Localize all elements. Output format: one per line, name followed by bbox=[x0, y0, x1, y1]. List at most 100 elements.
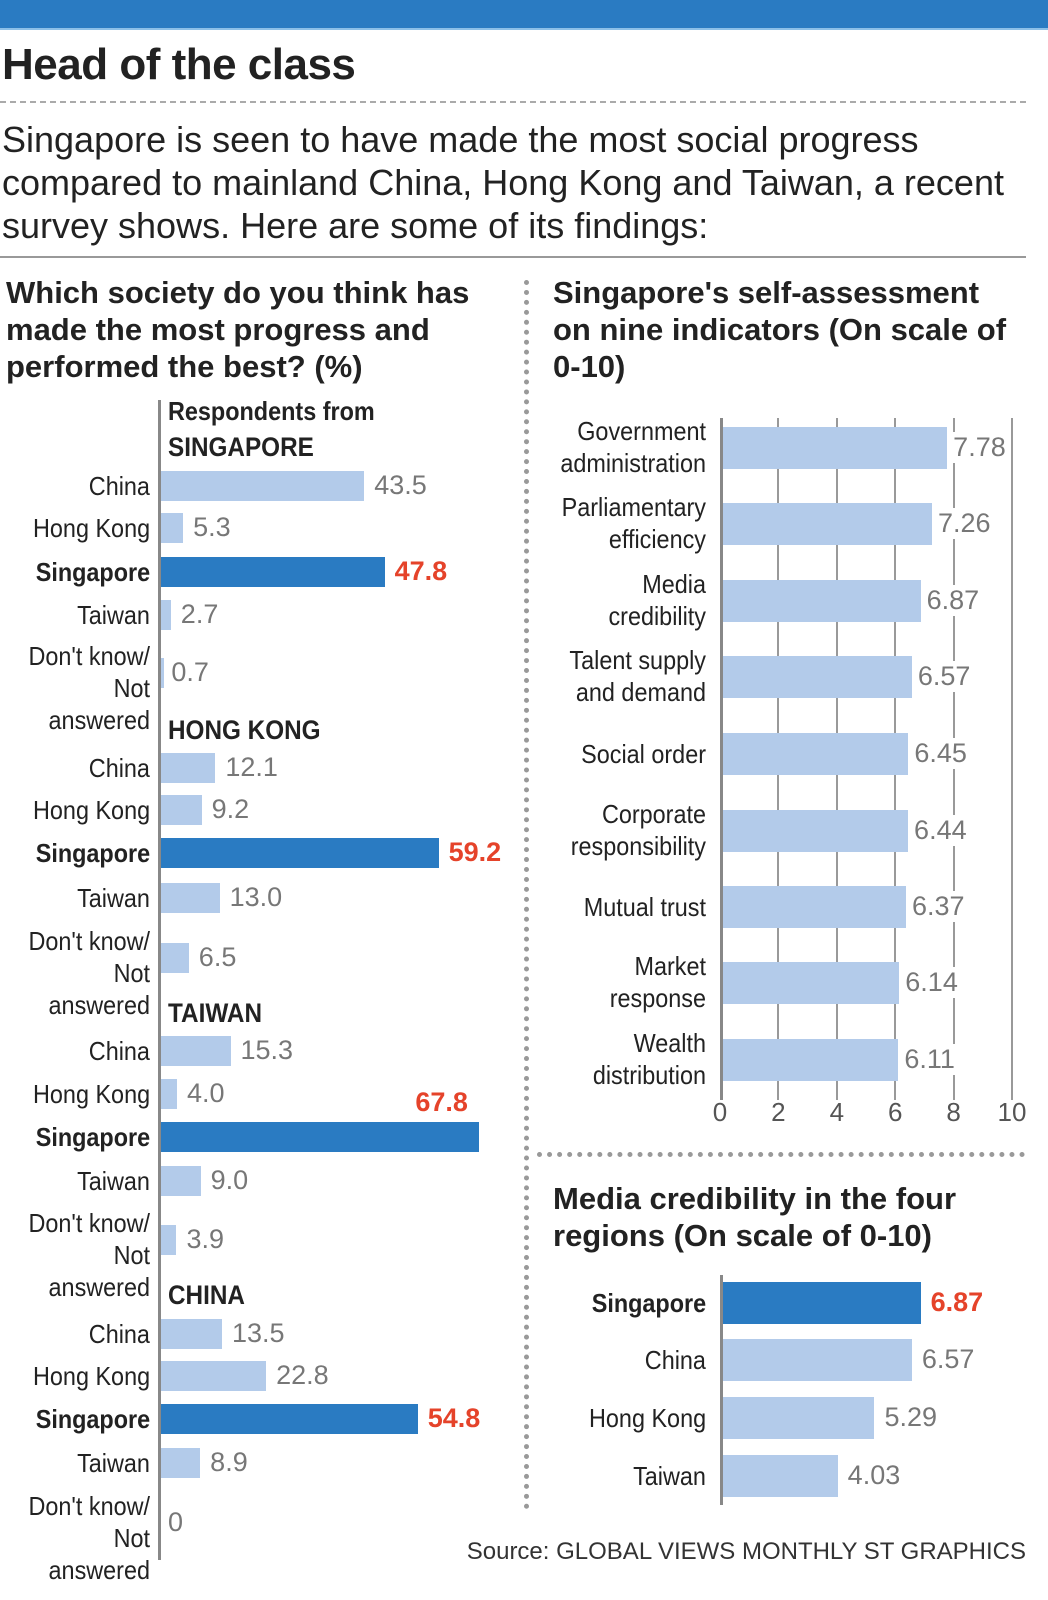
top-banner bbox=[0, 0, 1048, 30]
bar bbox=[161, 1448, 201, 1478]
value-label: 2.7 bbox=[180, 599, 219, 629]
value-label: 8.9 bbox=[210, 1447, 248, 1477]
chart3-title: Media credibility in the four regions (O… bbox=[553, 1181, 957, 1253]
bar bbox=[161, 943, 189, 973]
group-header: HONG KONG bbox=[168, 715, 321, 745]
category-label: Hong Kong bbox=[588, 1403, 706, 1433]
bar bbox=[161, 471, 365, 501]
category-label: Hong Kong bbox=[32, 1361, 150, 1391]
category-label: Don't know/ Not answered bbox=[28, 641, 150, 735]
bar bbox=[161, 1361, 267, 1391]
bar bbox=[161, 1319, 222, 1349]
value-label: 6.57 bbox=[917, 661, 971, 692]
bar bbox=[161, 1404, 418, 1434]
value-label: 6.5 bbox=[198, 942, 237, 972]
value-label: 15.3 bbox=[240, 1035, 294, 1065]
category-label: Taiwan bbox=[77, 1448, 150, 1478]
category-label: Don't know/ Not answered bbox=[28, 926, 150, 1020]
chart1-title: Which society do you think has made the … bbox=[6, 275, 470, 384]
category-label: Singapore bbox=[35, 1122, 150, 1152]
bar bbox=[723, 1397, 875, 1439]
category-label: Singapore bbox=[35, 1404, 150, 1434]
value-label: 9.0 bbox=[210, 1165, 249, 1195]
tick-label: 0 bbox=[712, 1097, 728, 1127]
value-label: 3.9 bbox=[186, 1224, 225, 1254]
bar bbox=[161, 1079, 177, 1109]
category-label: Market response bbox=[609, 951, 706, 1013]
value-label: 6.57 bbox=[921, 1344, 975, 1374]
bar bbox=[723, 733, 909, 775]
horizontal-separator bbox=[537, 1152, 1025, 1157]
gridline bbox=[1011, 418, 1013, 1100]
value-label: 7.78 bbox=[953, 432, 1006, 463]
group-header: TAIWAN bbox=[168, 998, 263, 1028]
category-label: Taiwan bbox=[77, 1166, 150, 1196]
value-label: 13.0 bbox=[229, 882, 283, 912]
bar bbox=[161, 795, 202, 825]
bar bbox=[723, 427, 948, 469]
value-label: 59.2 bbox=[448, 837, 502, 867]
tick-label: 10 bbox=[997, 1097, 1027, 1127]
bar bbox=[723, 810, 909, 852]
bar bbox=[161, 1166, 201, 1196]
page-title: Head of the class bbox=[2, 40, 356, 89]
value-label: 6.14 bbox=[905, 967, 958, 998]
bar bbox=[161, 1225, 177, 1255]
value-label: 9.2 bbox=[211, 794, 250, 824]
value-label: 54.8 bbox=[427, 1403, 481, 1433]
category-label: Hong Kong bbox=[32, 513, 150, 543]
value-label: 22.8 bbox=[276, 1360, 329, 1390]
bar bbox=[723, 656, 912, 698]
category-label: China bbox=[88, 471, 150, 501]
value-label: 67.8 bbox=[415, 1087, 468, 1117]
bar bbox=[161, 658, 164, 688]
value-label: 43.5 bbox=[374, 470, 427, 500]
category-label: Singapore bbox=[35, 557, 150, 587]
value-label: 6.87 bbox=[930, 1287, 984, 1317]
bar bbox=[723, 886, 906, 928]
value-label: 5.3 bbox=[193, 512, 231, 542]
bar bbox=[161, 1122, 480, 1152]
category-label: Wealth distribution bbox=[592, 1028, 706, 1090]
bar bbox=[723, 1282, 921, 1324]
axis-line bbox=[158, 400, 161, 1560]
axis-line bbox=[720, 1275, 723, 1505]
value-label: 6.11 bbox=[904, 1044, 955, 1075]
category-label: Corporate responsibility bbox=[570, 799, 706, 861]
category-label: China bbox=[644, 1345, 706, 1375]
bar bbox=[161, 557, 385, 587]
value-label: 4.03 bbox=[847, 1460, 901, 1490]
bar bbox=[161, 513, 184, 543]
category-label: Taiwan bbox=[77, 600, 150, 630]
value-label: 4.0 bbox=[186, 1078, 225, 1108]
tick-label: 6 bbox=[887, 1097, 903, 1127]
category-label: Social order bbox=[581, 739, 706, 769]
value-label: 6.87 bbox=[926, 585, 980, 616]
category-label: Don't know/ Not answered bbox=[28, 1491, 150, 1585]
bar bbox=[161, 883, 220, 913]
bar bbox=[723, 1455, 838, 1497]
bar bbox=[723, 580, 921, 622]
value-label: 6.37 bbox=[912, 891, 965, 922]
category-label: Taiwan bbox=[77, 883, 150, 913]
category-label: China bbox=[88, 753, 150, 783]
category-label: Singapore bbox=[35, 838, 150, 868]
category-label: Parliamentary efficiency bbox=[561, 492, 706, 554]
category-label: Don't know/ Not answered bbox=[28, 1208, 150, 1302]
category-label: China bbox=[88, 1319, 150, 1349]
category-label: Singapore bbox=[591, 1288, 706, 1318]
category-label: Government administration bbox=[560, 416, 706, 478]
value-label: 0 bbox=[168, 1507, 184, 1537]
value-label: 13.5 bbox=[231, 1318, 285, 1348]
source-credit: Source: GLOBAL VIEWS MONTHLY ST GRAPHICS bbox=[466, 1538, 1026, 1565]
value-label: 6.45 bbox=[914, 738, 967, 769]
bar bbox=[161, 600, 171, 630]
bar bbox=[723, 1039, 899, 1081]
bar bbox=[723, 962, 900, 1004]
vertical-separator bbox=[524, 280, 529, 1510]
bar bbox=[161, 753, 216, 783]
value-label: 47.8 bbox=[394, 556, 448, 586]
value-label: 6.44 bbox=[914, 815, 967, 846]
category-label: Talent supply and demand bbox=[569, 645, 706, 707]
divider bbox=[0, 256, 1026, 258]
